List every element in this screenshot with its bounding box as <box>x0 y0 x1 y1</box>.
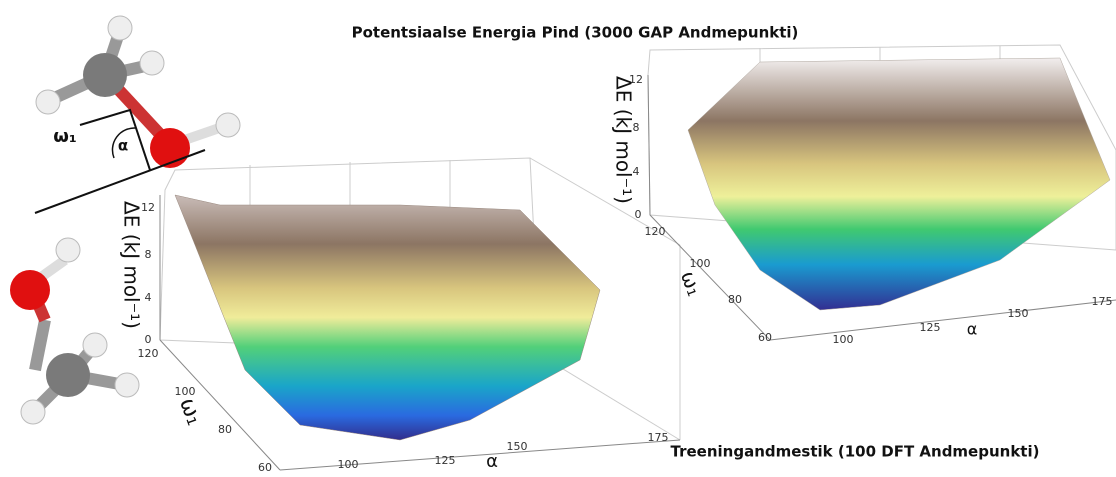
y-tick-label: 60 <box>758 331 772 344</box>
x-tick-label: 150 <box>507 440 528 453</box>
caption: Treeningandmestik (100 DFT Andmepunkti) <box>671 443 1040 461</box>
z-tick-label: 12 <box>141 201 155 214</box>
y-tick-label: 100 <box>690 257 711 270</box>
title: Potentsiaalse Energia Pind (3000 GAP And… <box>352 24 799 42</box>
alpha-label: α <box>118 137 128 155</box>
y-tick-label: 60 <box>258 461 272 474</box>
y-tick-label: 120 <box>138 347 159 360</box>
z-tick-label: 4 <box>145 291 152 304</box>
x-tick-label: 150 <box>1008 307 1029 320</box>
x-tick-label: 100 <box>338 458 359 471</box>
z-axis-label: ΔE (kJ mol⁻¹) <box>612 76 636 204</box>
x-tick-label: 175 <box>1092 295 1113 308</box>
y-axis-label: ω₁ <box>174 395 207 429</box>
z-axis-label: ΔE (kJ mol⁻¹) <box>120 201 144 329</box>
z-tick-label: 8 <box>145 248 152 261</box>
y-tick-label: 120 <box>645 225 666 238</box>
z-tick-label: 0 <box>145 333 152 346</box>
x-axis-label: α <box>486 451 498 472</box>
z-tick-label: 8 <box>633 121 640 134</box>
z-tick-label: 0 <box>635 208 642 221</box>
x-tick-label: 125 <box>435 454 456 467</box>
x-axis-label: α <box>967 320 978 339</box>
molecule <box>10 15 241 425</box>
z-tick-label: 4 <box>633 165 640 178</box>
z-tick-label: 12 <box>629 73 643 86</box>
omega-label: ω₁ <box>53 126 77 147</box>
surface <box>174 194 601 441</box>
y-axis-label: ω₁ <box>676 268 707 299</box>
surface <box>687 57 1111 311</box>
y-tick-label: 80 <box>728 293 742 306</box>
x-tick-label: 125 <box>920 321 941 334</box>
x-tick-label: 175 <box>648 431 669 444</box>
y-tick-label: 100 <box>175 385 196 398</box>
y-tick-label: 80 <box>218 423 232 436</box>
x-tick-label: 100 <box>833 333 854 346</box>
